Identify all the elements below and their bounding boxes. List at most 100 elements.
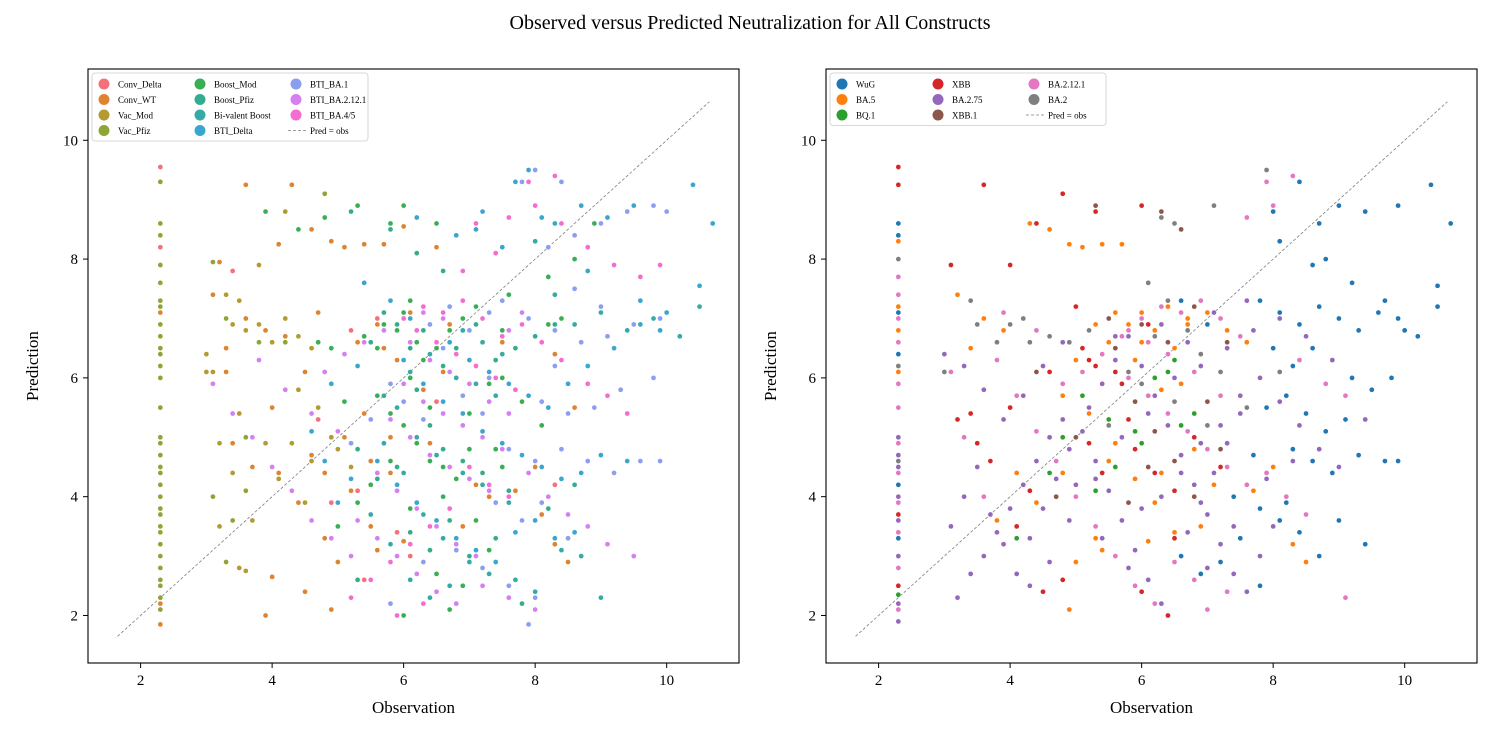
data-point [571, 481, 578, 488]
data-point [394, 529, 400, 536]
data-point [552, 327, 558, 334]
data-point [302, 499, 308, 506]
data-point [354, 576, 361, 583]
data-point [545, 493, 552, 500]
data-point [453, 600, 460, 607]
data-point [954, 291, 961, 298]
data-point [591, 220, 598, 227]
data-point [1414, 333, 1421, 340]
x-tick-label: 8 [531, 673, 539, 689]
data-point [1040, 363, 1046, 369]
data-point [519, 398, 525, 405]
data-point [466, 357, 473, 363]
data-point [584, 458, 591, 464]
data-point [387, 458, 394, 464]
data-point [532, 606, 539, 613]
data-point [1290, 363, 1296, 369]
data-point [499, 339, 506, 346]
data-point [486, 369, 492, 375]
data-point [1257, 553, 1263, 559]
data-point [895, 220, 902, 227]
data-point [420, 380, 427, 387]
data-point [1158, 208, 1165, 215]
data-point [1151, 333, 1158, 340]
data-point [1290, 446, 1296, 453]
data-point [545, 244, 552, 251]
data-point [492, 375, 499, 381]
data-point [486, 309, 492, 316]
data-point [223, 345, 229, 352]
data-point [440, 268, 446, 274]
data-point [328, 380, 335, 387]
data-point [473, 380, 479, 387]
data-point [157, 481, 164, 488]
data-point [1165, 369, 1171, 375]
data-point [571, 285, 578, 292]
data-point [374, 470, 381, 476]
data-point [394, 357, 400, 363]
data-point [262, 208, 269, 215]
data-point [407, 553, 414, 559]
data-point [967, 345, 974, 352]
data-point [459, 458, 466, 464]
legend-label: Bi-valent Boost [214, 111, 271, 121]
data-point [374, 476, 381, 482]
data-point [446, 321, 453, 328]
data-point [407, 375, 414, 381]
data-point [354, 446, 361, 453]
data-point [374, 392, 381, 399]
data-point [1171, 357, 1178, 363]
data-point [1158, 470, 1165, 476]
data-point [1336, 202, 1342, 209]
legend-marker [290, 109, 302, 121]
data-point [1184, 339, 1191, 346]
data-point [1086, 404, 1092, 411]
data-point [1000, 416, 1007, 423]
data-point [381, 241, 387, 248]
data-point [1092, 363, 1099, 369]
data-point [663, 208, 670, 215]
data-point [1073, 303, 1079, 310]
data-point [1059, 416, 1066, 423]
data-point [282, 315, 289, 322]
data-point [1112, 309, 1119, 316]
data-point [1151, 470, 1158, 476]
data-point [157, 541, 164, 548]
data-point [315, 339, 322, 346]
data-point [499, 375, 506, 381]
data-point [479, 339, 486, 346]
data-point [538, 214, 545, 221]
data-point [1217, 464, 1224, 470]
data-point [505, 594, 512, 601]
data-point [413, 250, 420, 256]
data-point [335, 446, 341, 453]
data-point [446, 606, 453, 613]
data-point [1086, 410, 1092, 417]
legend-marker [290, 94, 302, 105]
data-point [1309, 458, 1316, 464]
legend-label: BTI_BA.2.12.1 [310, 95, 366, 105]
data-point [954, 594, 961, 601]
data-point [1138, 315, 1145, 322]
data-point [400, 612, 407, 619]
data-point [512, 487, 519, 494]
data-point [1145, 538, 1152, 545]
data-point [367, 416, 374, 423]
data-point [1138, 505, 1145, 512]
data-point [1151, 600, 1158, 607]
data-point [256, 321, 262, 328]
data-point [584, 244, 591, 251]
data-point [354, 339, 361, 346]
data-point [532, 202, 539, 209]
data-point [1105, 487, 1112, 494]
data-point [1197, 440, 1204, 447]
data-point [1171, 458, 1178, 464]
x-axis-label: Observation [372, 698, 456, 717]
data-point [381, 440, 387, 447]
data-point [1151, 499, 1158, 506]
data-point [446, 303, 453, 310]
data-point [1046, 470, 1053, 476]
data-point [519, 600, 525, 607]
data-point [630, 321, 637, 328]
